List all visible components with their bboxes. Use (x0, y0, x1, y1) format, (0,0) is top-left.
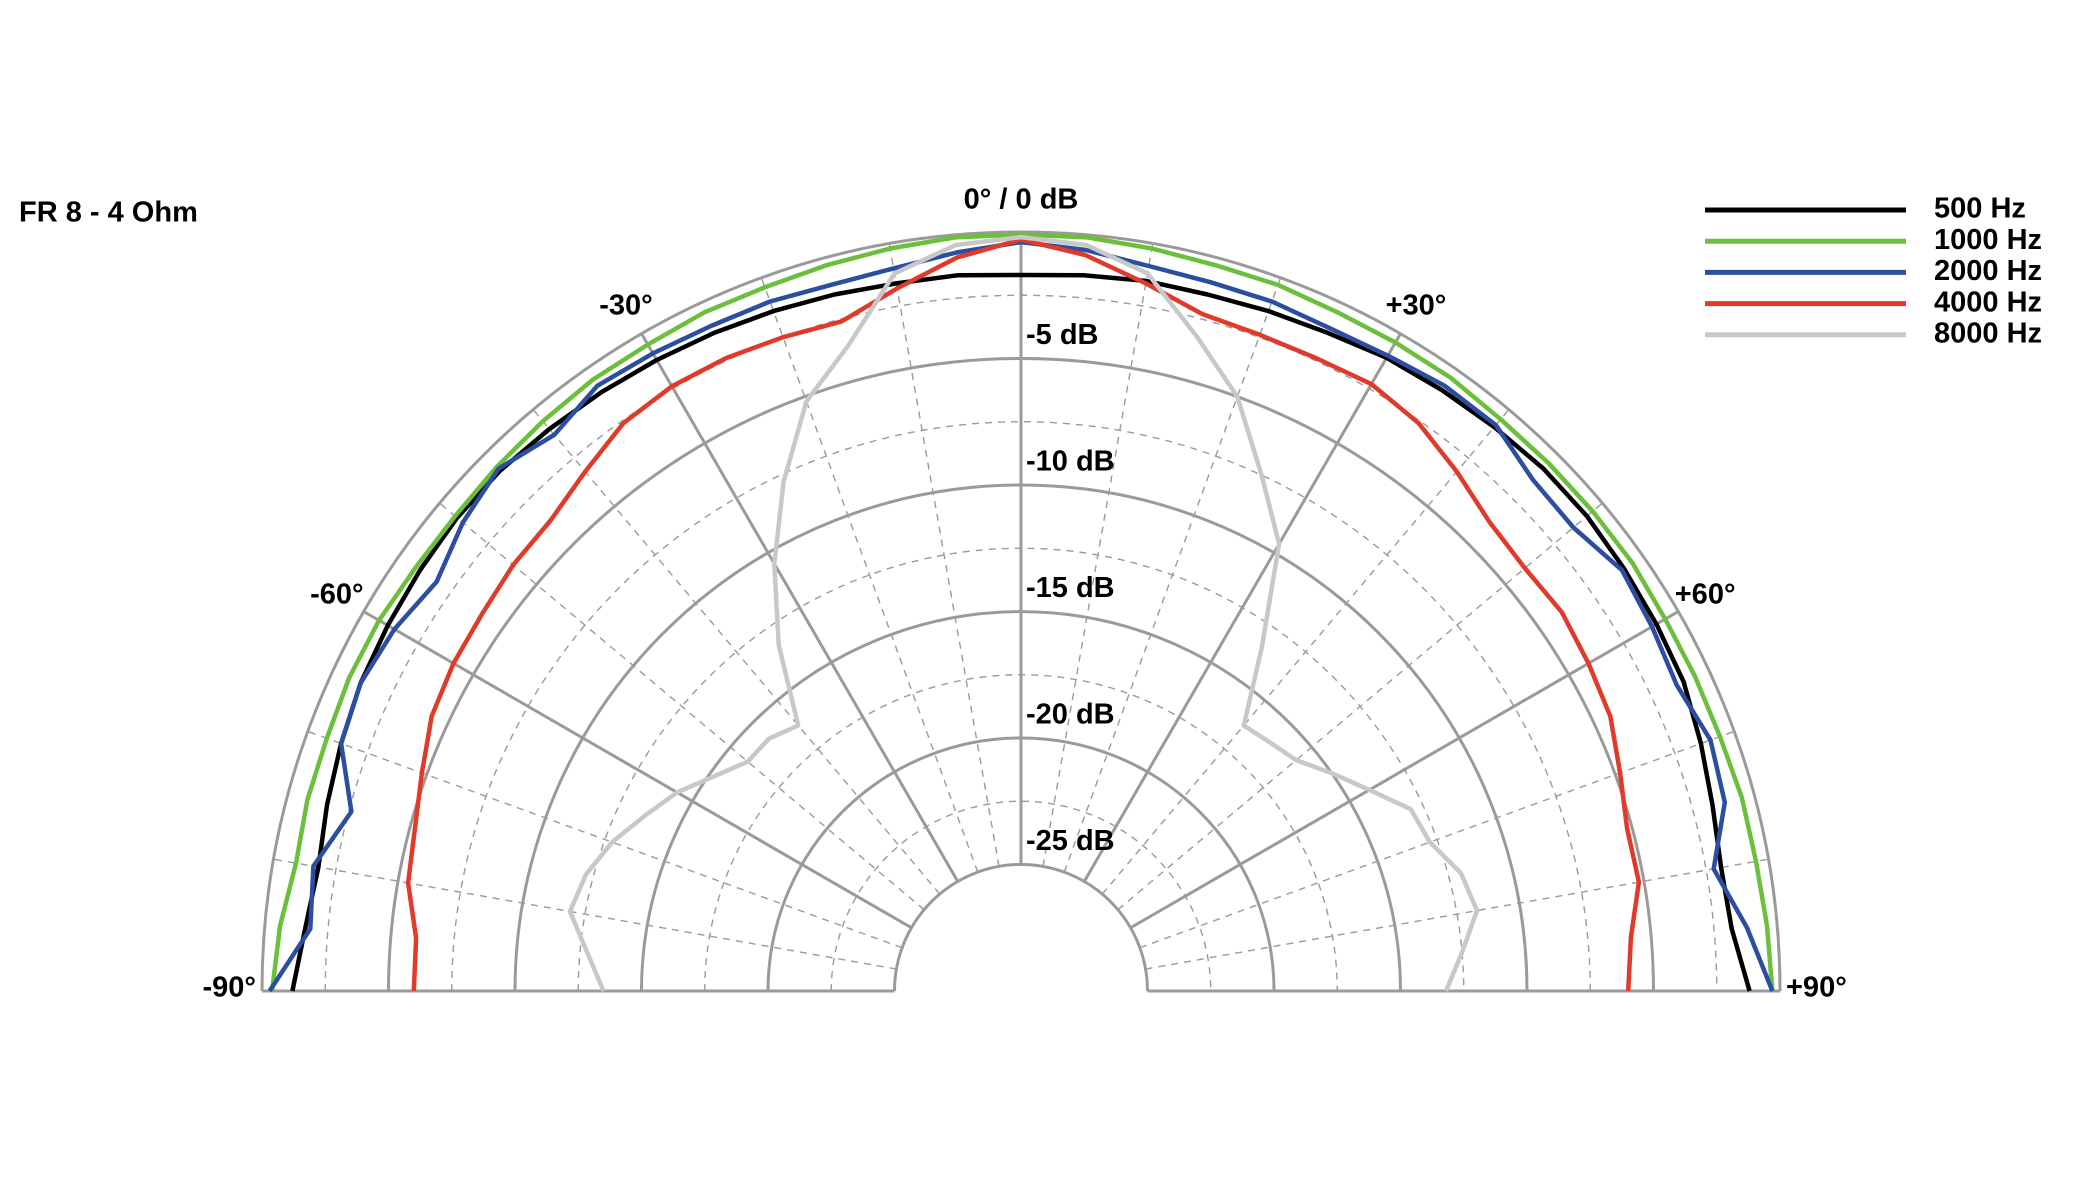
r-tick-label: -10 dB (1026, 446, 1115, 478)
grid-ring (893, 863, 1149, 992)
series-line (567, 234, 1480, 992)
theta-tick-label: +60° (1675, 579, 1736, 611)
legend-label: 500 Hz (1934, 193, 2026, 225)
grid-spoke (640, 332, 960, 883)
chart-title: FR 8 - 4 Ohm (19, 197, 198, 229)
minor-grid-spoke (1063, 277, 1282, 873)
minor-grid-spoke (273, 858, 897, 970)
series-line (267, 239, 1775, 993)
r-tick-label: -15 dB (1026, 572, 1115, 604)
r-tick-label: -5 dB (1026, 319, 1099, 351)
r-tick-label: -20 dB (1026, 699, 1115, 731)
theta-tick-label: -90° (202, 972, 256, 1004)
minor-grid-spoke (1117, 502, 1603, 911)
minor-grid-spoke (1145, 858, 1769, 970)
series-line (290, 272, 1752, 992)
minor-grid-spoke (532, 409, 941, 895)
legend-label: 4000 Hz (1934, 286, 2042, 318)
r-tick-label: -25 dB (1026, 825, 1115, 857)
legend-label: 2000 Hz (1934, 255, 2042, 287)
minor-grid-spoke (1042, 243, 1154, 867)
theta-tick-label: -60° (310, 579, 364, 611)
theta-tick-label: +90° (1786, 972, 1847, 1004)
minor-grid-spoke (307, 730, 903, 949)
legend-label: 8000 Hz (1934, 317, 2042, 349)
minor-grid-ring (830, 800, 1212, 992)
theta-tick-label: 0° / 0 dB (964, 184, 1079, 216)
minor-grid-spoke (1101, 409, 1510, 895)
theta-tick-label: -30° (599, 289, 653, 321)
minor-grid-spoke (439, 502, 925, 911)
grid-spoke (1082, 332, 1402, 883)
minor-grid-spoke (888, 243, 1000, 867)
series-line (405, 237, 1642, 992)
minor-grid-spoke (1139, 730, 1735, 949)
series-line (269, 232, 1775, 992)
legend-label: 1000 Hz (1934, 224, 2042, 256)
minor-grid-spoke (760, 277, 979, 873)
theta-tick-label: +30° (1386, 289, 1447, 321)
